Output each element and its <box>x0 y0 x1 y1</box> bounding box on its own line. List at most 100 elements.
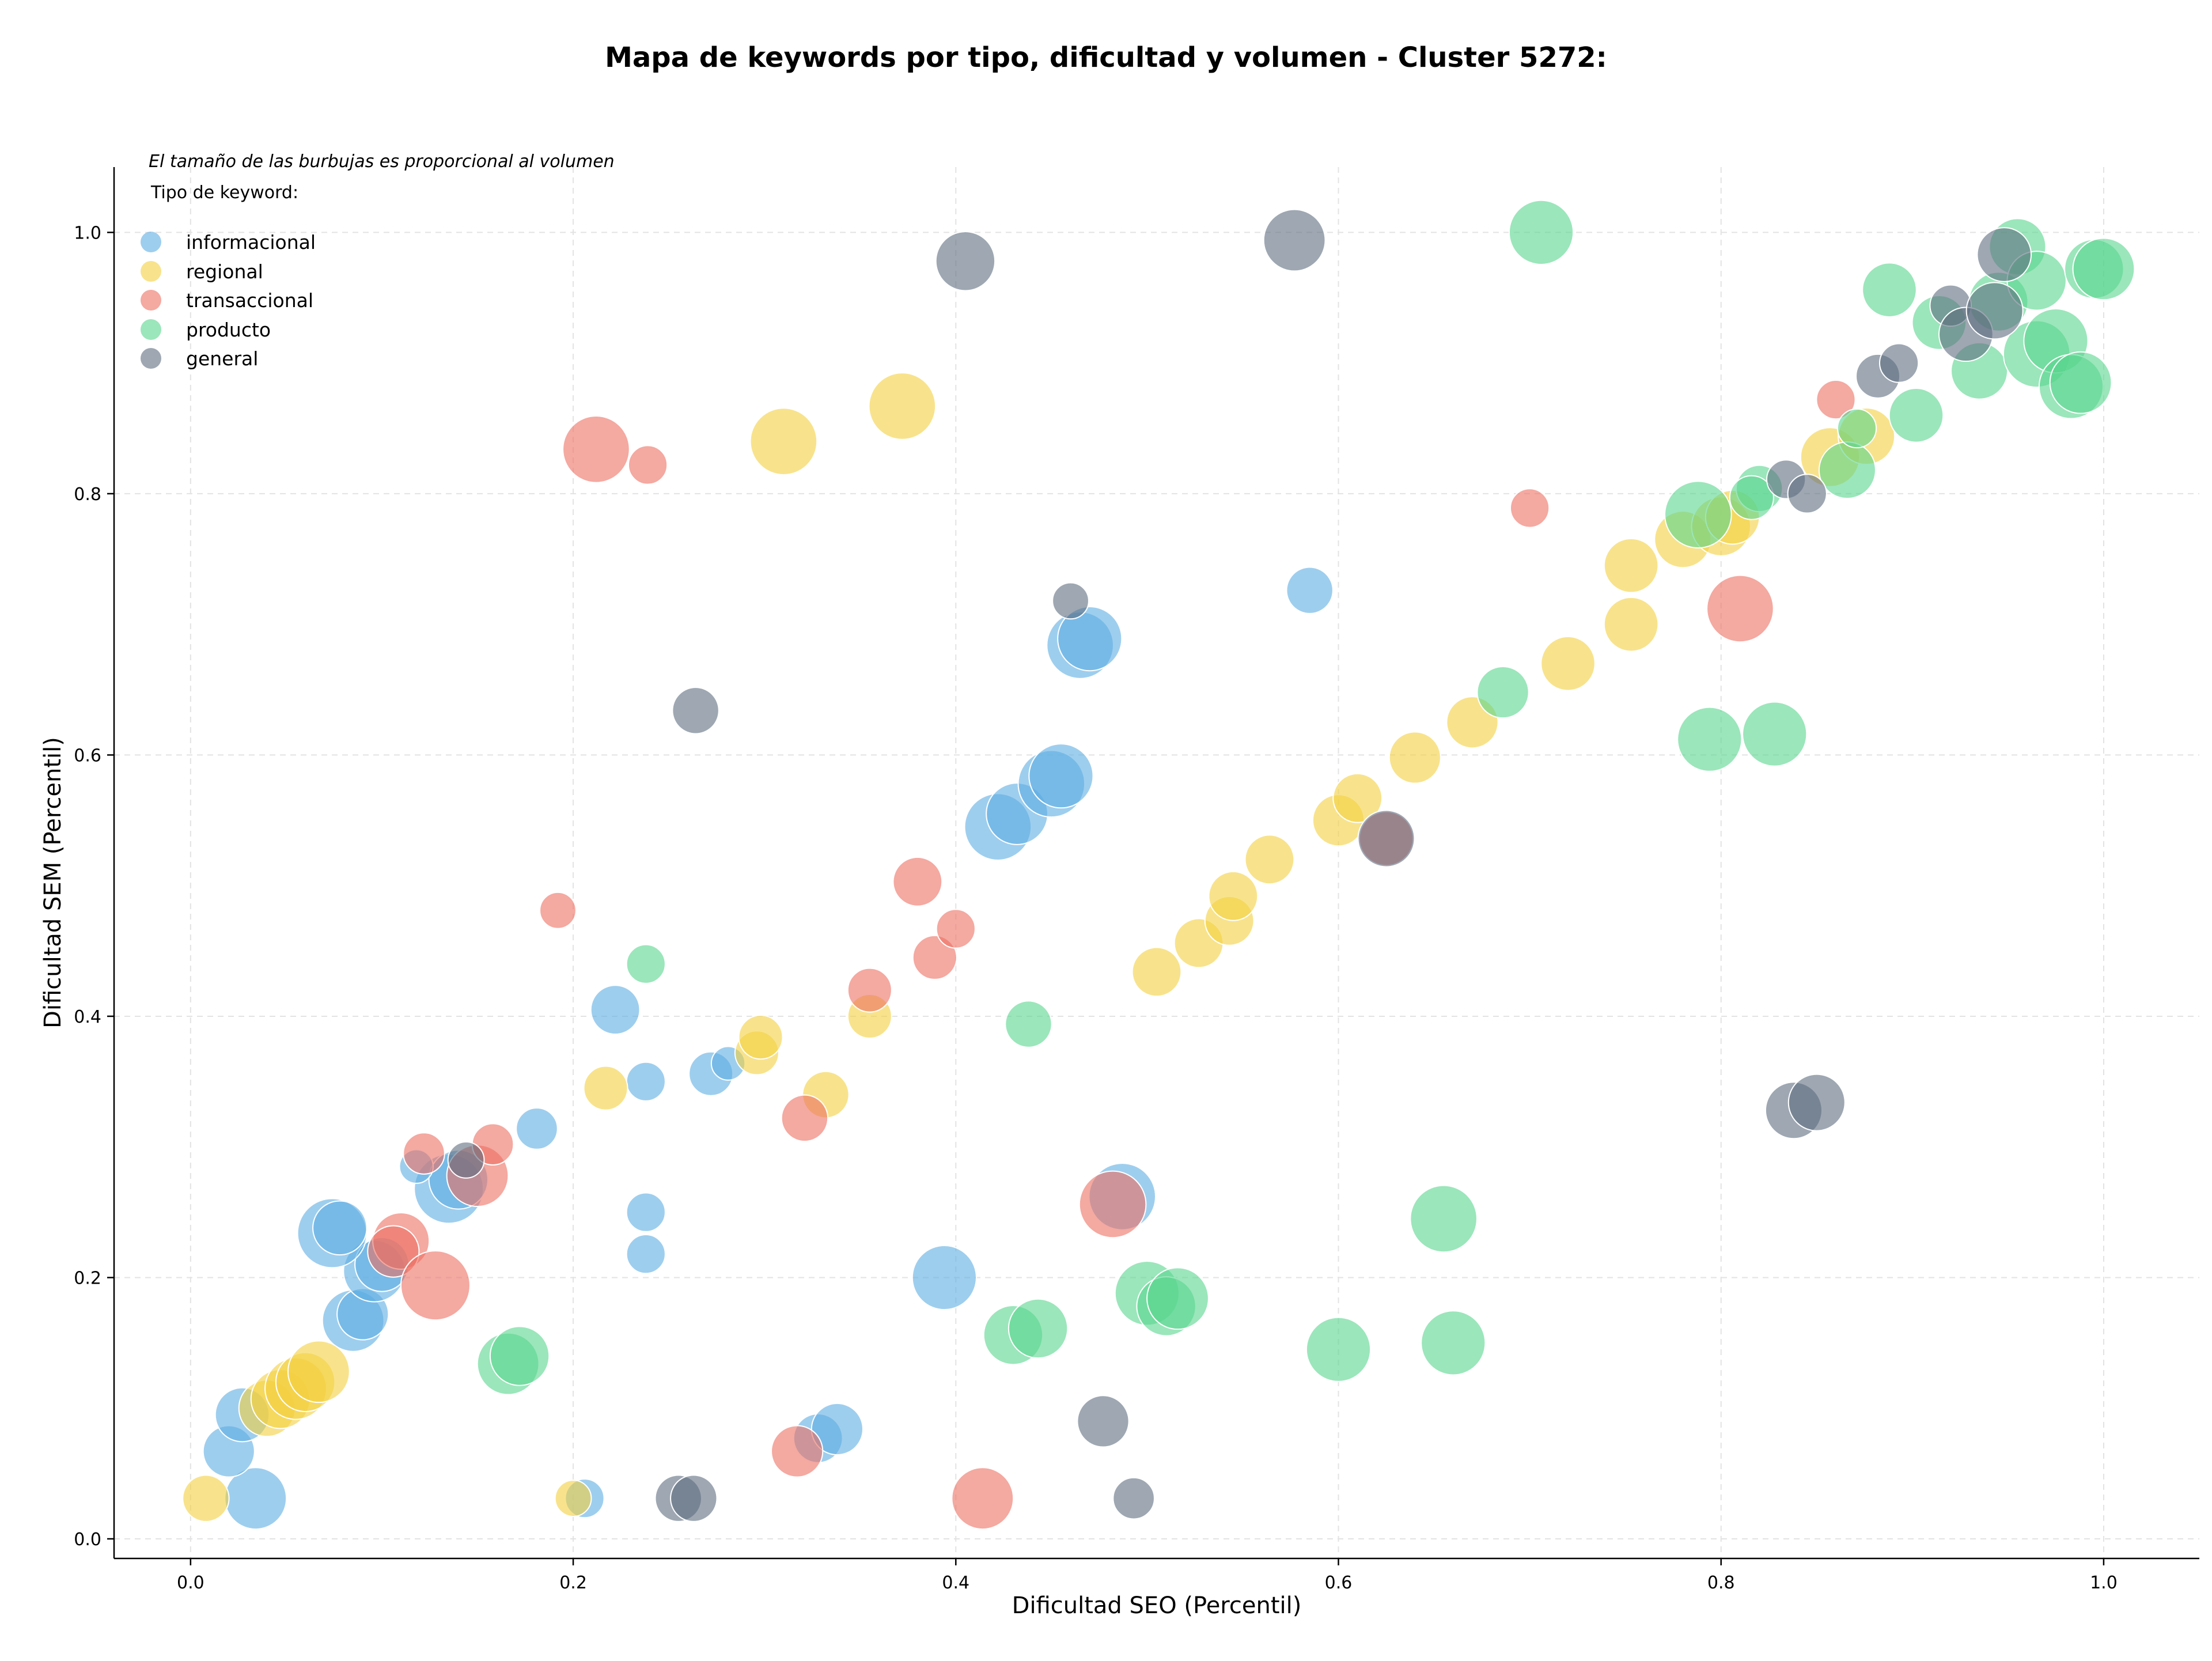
bubble-transaccional-3 <box>403 1132 445 1175</box>
bubble-producto-17 <box>1729 475 1774 520</box>
bubble-informacional-18 <box>626 1234 666 1274</box>
y-axis-label: Dificultad SEM (Percentil) <box>40 737 66 1028</box>
bubble-producto-18 <box>1742 701 1808 767</box>
bubble-transaccional-8 <box>627 445 668 485</box>
bubble-general-11 <box>1787 1073 1846 1132</box>
bubble-transaccional-7 <box>562 415 630 483</box>
bubble-informacional-8 <box>312 1200 368 1256</box>
bubble-regional-21 <box>1388 731 1441 784</box>
legend-marker-regional <box>141 261 161 282</box>
bubble-transaccional-6 <box>539 891 577 929</box>
legend-entry-general: general <box>141 347 258 370</box>
bubble-producto-8 <box>1146 1267 1209 1330</box>
y-tick-label-3: 0.6 <box>74 746 101 766</box>
bubble-transaccional-9 <box>771 1425 824 1478</box>
bubble-regional-23 <box>1540 635 1596 691</box>
legend-marker-transaccional <box>141 290 161 311</box>
legend-header: Tipo de keyword: <box>150 183 298 203</box>
bubble-producto-1 <box>489 1326 550 1386</box>
bubble-general-3 <box>672 687 719 735</box>
legend-label-transaccional: transaccional <box>186 289 313 312</box>
bubble-regional-25 <box>1603 538 1659 593</box>
bubble-transaccional-2 <box>400 1250 471 1321</box>
bubble-regional-14 <box>1131 947 1182 997</box>
bubble-regional-13 <box>868 372 937 440</box>
bubble-transaccional-20 <box>1816 380 1856 420</box>
legend-label-regional: regional <box>186 260 263 283</box>
legend-label-informacional: informacional <box>186 231 316 253</box>
bubble-transaccional-18 <box>1510 488 1550 528</box>
chart-title: Mapa de keywords por tipo, dificultad y … <box>605 41 1607 74</box>
x-tick-label-3: 0.6 <box>1325 1573 1353 1593</box>
bubble-general-0 <box>447 1141 485 1179</box>
bubble-producto-9 <box>1305 1316 1372 1382</box>
bubble-regional-9 <box>738 1015 783 1060</box>
y-tick-label-4: 0.8 <box>74 485 101 505</box>
y-tick-label-5: 1.0 <box>74 223 101 243</box>
bubble-general-9 <box>1357 809 1415 868</box>
bubble-general-19 <box>1976 227 2032 282</box>
bubble-general-7 <box>1112 1477 1155 1520</box>
bubble-transaccional-1 <box>367 1225 420 1278</box>
x-tick-label-5: 1.0 <box>2090 1573 2118 1593</box>
legend-entry-informacional: informacional <box>141 231 316 253</box>
bubble-informacional-14 <box>626 1061 666 1102</box>
bubble-informacional-12 <box>516 1107 558 1150</box>
bubble-general-13 <box>1787 474 1827 514</box>
y-tick-label-0: 0.0 <box>74 1530 101 1550</box>
bubbles <box>182 199 2135 1530</box>
bubble-producto-21 <box>1862 262 1917 317</box>
bubble-transaccional-11 <box>847 967 892 1013</box>
x-tick-label-1: 0.2 <box>559 1573 587 1593</box>
bubble-regional-12 <box>749 407 818 475</box>
bubble-producto-13 <box>1508 199 1574 265</box>
bubble-informacional-13 <box>590 985 641 1035</box>
series-transaccional <box>367 380 1856 1530</box>
bubble-regional-0 <box>182 1474 230 1522</box>
bubble-producto-12 <box>1476 665 1529 719</box>
bubble-general-8 <box>1263 209 1326 272</box>
legend-entry-regional: regional <box>141 260 263 283</box>
bubble-transaccional-12 <box>892 856 943 907</box>
bubble-producto-22 <box>1888 388 1944 443</box>
bubble-producto-2 <box>626 944 666 984</box>
legend-marker-general <box>141 348 161 369</box>
legend-entry-transaccional: transaccional <box>141 289 313 312</box>
bubble-producto-33 <box>2072 237 2135 301</box>
bubble-regional-5 <box>287 1340 350 1403</box>
bubble-regional-18 <box>1244 834 1295 885</box>
bubble-informacional-17 <box>626 1192 666 1232</box>
legend: El tamaño de las burbujas es proporciona… <box>141 152 615 370</box>
legend-marker-producto <box>141 319 161 340</box>
bubble-regional-17 <box>1208 871 1259 921</box>
bubble-informacional-22 <box>911 1244 977 1311</box>
bubble-producto-4 <box>1007 1298 1069 1359</box>
y-tick-label-2: 0.4 <box>74 1007 101 1027</box>
bubble-transaccional-15 <box>951 1467 1014 1530</box>
bubble-producto-20 <box>1836 408 1877 449</box>
bubble-producto-14 <box>1664 480 1732 548</box>
bubble-producto-5 <box>1005 1000 1052 1048</box>
bubble-producto-11 <box>1421 1310 1486 1376</box>
bubble-informacional-30 <box>1286 566 1334 614</box>
legend-entry-producto: producto <box>141 319 271 341</box>
legend-size-note: El tamaño de las burbujas es proporciona… <box>149 152 615 172</box>
bubble-general-15 <box>1878 343 1919 383</box>
bubble-transaccional-16 <box>1078 1170 1147 1239</box>
x-tick-label-4: 0.8 <box>1707 1573 1735 1593</box>
legend-marker-informacional <box>141 232 161 252</box>
bubble-producto-31 <box>2049 351 2112 414</box>
bubble-general-4 <box>935 231 996 292</box>
x-tick-label-0: 0.0 <box>177 1573 204 1593</box>
bubble-informacional-28 <box>1057 606 1123 672</box>
bubble-general-2 <box>670 1474 718 1522</box>
bubble-transaccional-19 <box>1706 574 1774 643</box>
bubble-transaccional-14 <box>935 909 976 949</box>
bubble-informacional-21 <box>810 1402 863 1456</box>
bubble-transaccional-13 <box>912 934 957 980</box>
bubble-regional-6 <box>554 1480 592 1518</box>
series-general <box>447 209 2032 1522</box>
bubble-general-6 <box>1077 1395 1130 1448</box>
x-axis-label: Dificultad SEO (Percentil) <box>1012 1592 1302 1619</box>
